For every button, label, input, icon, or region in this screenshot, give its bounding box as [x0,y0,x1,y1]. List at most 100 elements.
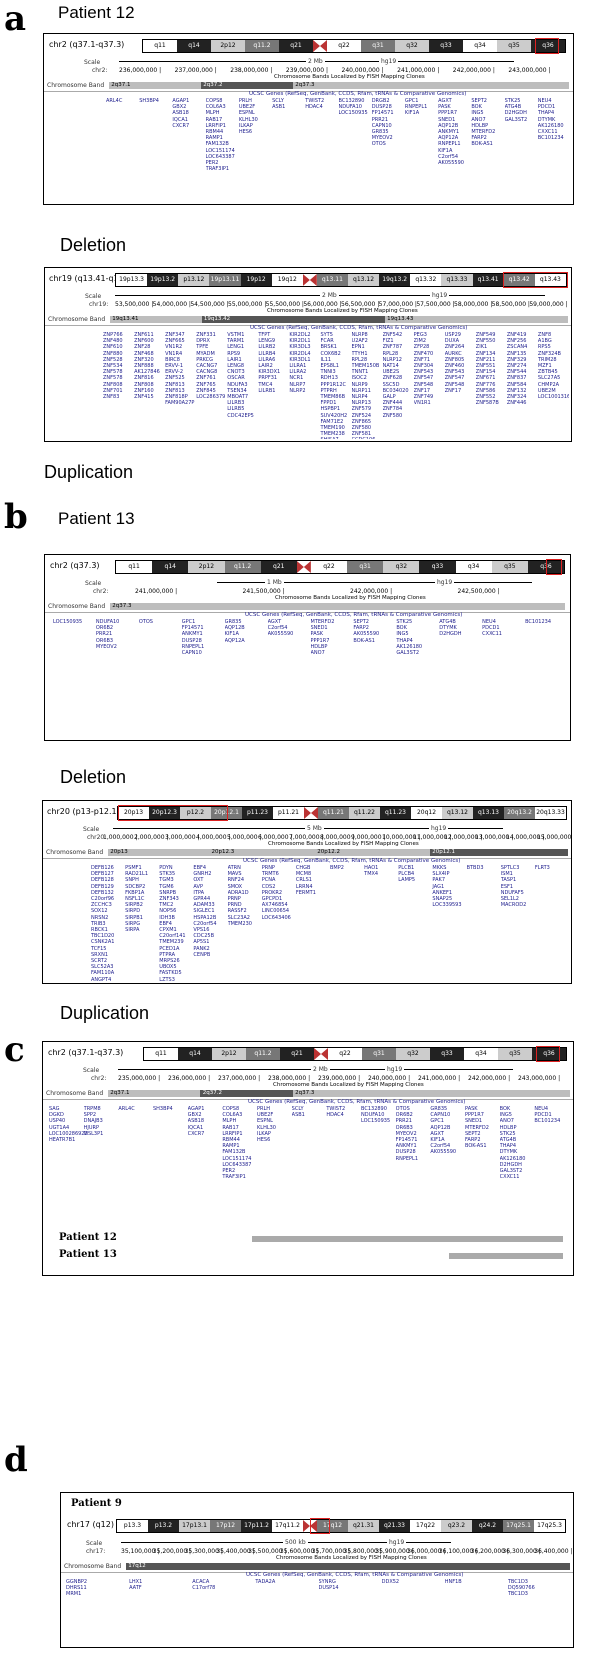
gene-column: SAG DGKD USP40 UGT1A4 LOC100286922 HEATR… [49,1106,88,1144]
ideogram-band: q13.12 [347,274,380,286]
panel-letter-b: b [4,497,28,537]
cb-caption: Chromosome Bands Localized by FISH Mappi… [275,595,426,601]
gene-column: COPS8 COL6A3 MLPH RAB17 LRRFIP1 RBM44 RA… [205,98,235,173]
scale-value: 2 Mb [306,58,325,65]
coordinate-tick: 35,200,000 | [152,1548,192,1555]
assembly-label: hg19 [435,579,455,586]
ideogram-band: q11.21 [318,807,349,819]
ideogram-band: q24.2 [472,1520,503,1532]
coordinate-tick: 57,000,000 | [378,301,417,308]
ideogram-band: 19p13.11 [209,274,241,286]
gene-column: ACACA C17orf78 [192,1579,216,1592]
ideogram-band: q33 [419,561,456,573]
ideogram-band: 20p12.1 [211,807,242,819]
centromere [304,807,318,819]
gene-column: PRLH UBE2F ESPNL KLHL30 ILKAP HES6 [238,98,258,136]
coordinate-tick: 5,000,000 | [227,834,262,841]
scale-label: Scale [85,293,102,300]
gene-track: LOC150935 NDUFA10 OR6B2 PRR21 OR6B3 MYEOV… [53,619,568,738]
coordinate-tick: 56,500,000 | [341,301,380,308]
coordinate-tick: 13,000,000 | [475,834,514,841]
gene-column: ZNF611 ZNF600 ZNF28 ZNF468 ZNF320 ZNF888… [134,332,160,401]
chromosome-band-name: 20p12.2 [317,849,341,855]
genome-browser-view-a-deletion: chr19 (q13.41-q13.43) 19p13.3 19p13.2 p13.… [44,267,572,442]
coordinate-tick: 57,500,000 | [416,301,455,308]
ideogram-band: q32 [383,561,420,573]
chr-name: chr2: [91,1075,107,1082]
coordinate-tick: 36,300,000 | [502,1548,541,1555]
gene-track: DEFB126 DEFB127 DEFB128 DEFB129 DEFB132 … [91,865,569,981]
region-highlight [118,805,228,821]
coverage-label-patient-12: Patient 12 [59,1232,117,1243]
ideogram-band: 20q13.2 [504,807,535,819]
ideogram-band: q21 [279,40,313,52]
coordinate-tick: 4,000,000 | [196,834,231,841]
gene-column: OTOS OR6B2 PRR21 OR6B3 MYEOV2 FP14571 AN… [395,1106,419,1162]
chromosome-band-segment [201,316,385,323]
coordinate-tick: 238,000,000 | [268,1075,311,1082]
chromosome-band-name: 2q37.3 [295,82,315,88]
ideogram-band: q14 [177,40,211,52]
scale-label: Scale [85,580,102,587]
gene-column: COPS8 COL6A3 MLPH RAB17 LRRFIP1 RBM44 RA… [222,1106,252,1181]
ideogram-band: q34 [455,561,492,573]
gene-column: USP29 DUXA ZNF264 AURKC ZNF805 ZNF460 ZN… [444,332,465,394]
deletion-heading-a: Deletion [60,235,127,255]
ideogram-band: p13.3 [117,1520,148,1532]
track-separator [43,1099,573,1100]
coordinate-tick: 242,500,000 | [457,588,500,595]
gene-column: SCLY ASB1 [272,98,286,111]
gene-column: BMP2 [330,865,344,871]
genome-browser-view-a: chr2 (q37.1-q37.3) q11 q14 2p12 q11.2 q21 q22… [43,33,574,205]
ideogram-band: q22 [310,561,348,573]
scale-value: 500 kb [283,1539,308,1546]
gene-column: MTERFD2 SNED1 PASK PPP1R7 HDLBP ANO7 [310,619,335,657]
chromosome-band-name: 20p12.3 [211,849,235,855]
chromosome-label: chr20 (p13-p12.1) [47,807,120,816]
coordinate-tick: 9,000,000 | [351,834,386,841]
gene-column: ZNP766 ZNF480 ZNF610 ZNF880 ZNF528 ZNF53… [103,332,123,401]
ideogram-band: q32 [396,1048,430,1060]
assembly-label: hg19 [429,825,449,832]
cb-caption: Chromosome Bands Localized by FISH Mappi… [273,1082,424,1088]
coordinate-ticks: 1,000,000 | 2,000,000 | 3,000,000 | 4,000,0… [103,834,571,842]
panel-letter-d: d [4,1440,28,1480]
scale-value: 1 Mb [265,579,284,586]
ideogram-band: 19p13.3 [116,274,148,286]
ideogram-band: q11.2 [246,1048,280,1060]
scale-value: 2 Mb [320,292,339,299]
ideogram-band: 17q11.2 [272,1520,303,1532]
ideogram-band: q13.42 [503,274,535,286]
coordinate-tick: 36,100,000 | [438,1548,478,1555]
genes-caption: UCSC Genes (RefSeq, GenBank, CCDS, Rfam,… [245,612,463,618]
chromosome-band-name: 20p12.1 [432,849,456,855]
cb-caption: Chromosome Bands Localized by FISH Mappi… [276,1555,427,1561]
scale-label: Scale [86,1540,103,1547]
genome-browser-view-d: Patient 9 chr17 (q12) p13.3 p13.2 17p13.1 1… [60,1492,574,1648]
ideogram-band: q23.2 [441,1520,472,1532]
ideogram-band: q14 [152,561,189,573]
gene-column: PSMF1 RAD21L1 SNPH SDCBP2 FKBP1A NSFL1C … [125,865,149,934]
chromosome-band-name: 2q37.3 [112,603,132,609]
chr-name: chr2: [92,67,108,74]
chromosome-band-track: 2q37.1 2q37.2 2q37.3 [108,1090,570,1097]
ideogram-band: q11.2 [224,561,261,573]
chromosome-band-label: Chromosome Band [48,316,106,323]
gene-column: DRGB2 DUSP28 FP14571 PRR21 CAPN10 GR835 … [371,98,394,148]
gene-column: AGAP1 GBX2 ASB18 IQCA1 CXCR7 [172,98,190,129]
gene-column: LHX1 AATF [129,1579,143,1592]
chromosome-ideogram: 20p13 20p12.3 p12.2 20p12.1 p11.23 p11.21 q11.… [117,805,567,821]
chromosome-band-label: Chromosome Band [46,1090,104,1097]
chromosome-band-segment [292,1090,570,1097]
gene-column: ZNF8 A1BG RPS5 ZNF324B TRIM28 MZF1 ZBTB4… [537,332,569,401]
ideogram-band: q21 [280,1048,314,1060]
centromere [302,274,317,286]
coordinate-tick: 35,900,000 | [375,1548,414,1555]
coordinate-tick: 241,000,000 | [418,1075,461,1082]
gene-column: GR835 CAPN10 GPC1 AQP12B AGXT KIF1A C2or… [430,1106,457,1156]
coordinate-tick: 10,000,000 | [382,834,421,841]
ideogram-band: q13.12 [442,807,473,819]
chromosome-ideogram: 19p13.3 19p13.2 p13.12 19p13.11 19p12 19q12 q1… [115,272,568,288]
ideogram-band: 17q12 [317,1520,348,1532]
coordinate-ticks: 53,500,000 | 54,000,000 | 54,500,000 | 55,0… [115,301,568,309]
